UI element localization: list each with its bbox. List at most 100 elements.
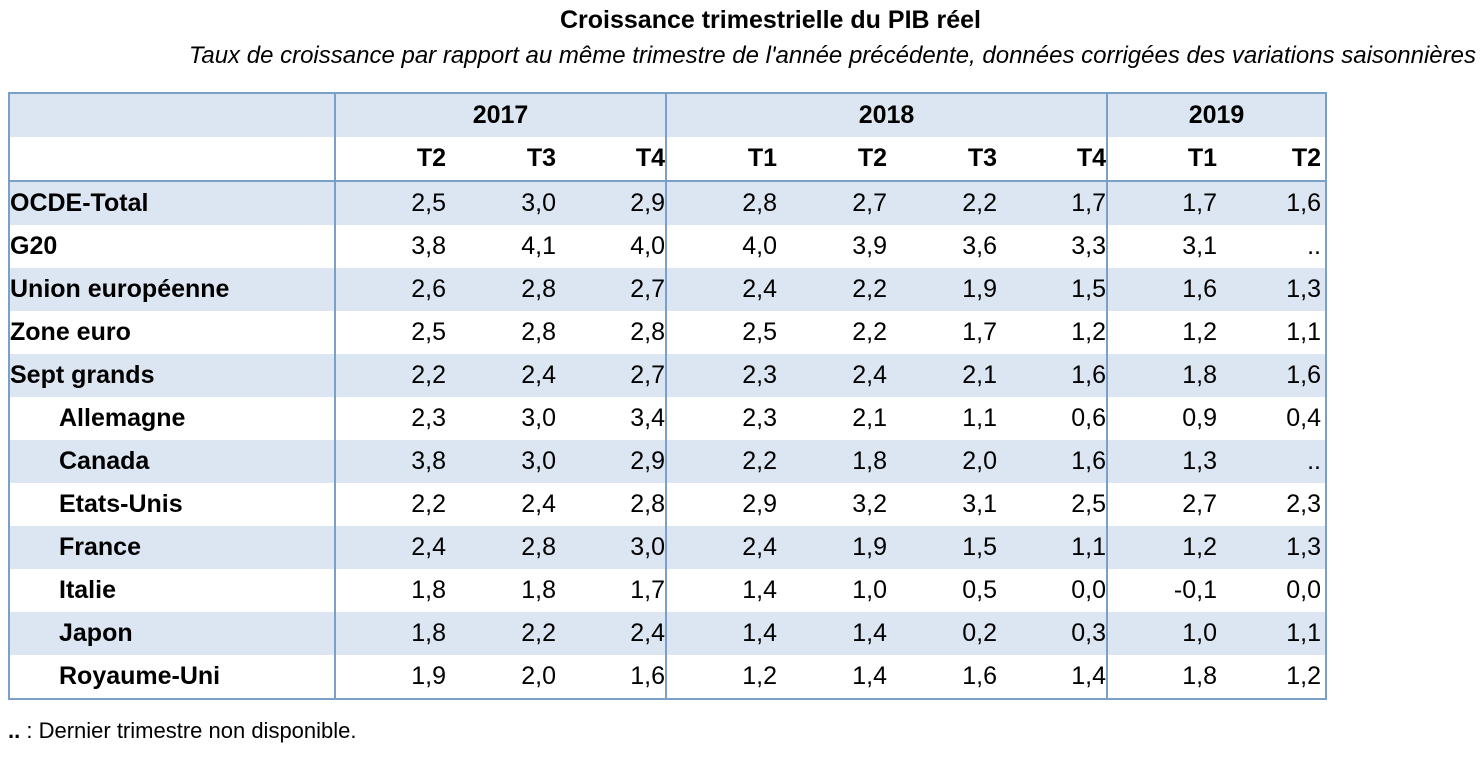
- quarter-header: T3: [446, 137, 556, 182]
- value-cell: 3,0: [521, 404, 556, 432]
- value-cell: 2,8: [665, 181, 778, 225]
- value-cell: 3,0: [556, 526, 667, 569]
- row-label: Italie: [9, 569, 336, 612]
- year-header-2017: 2017: [335, 93, 667, 137]
- value-cell: 2,1: [852, 404, 888, 432]
- value-cell: 2,5: [1071, 490, 1107, 518]
- value-cell: 1,1: [997, 526, 1108, 569]
- value-cell: 1,5: [997, 268, 1108, 311]
- value-cell: 1,1: [1286, 318, 1322, 346]
- value-cell: 2,5: [335, 181, 446, 225]
- value-cell: 2,8: [630, 318, 666, 346]
- value-cell: 1,2: [1106, 311, 1218, 354]
- value-cell: 2,4: [335, 526, 446, 569]
- value-cell: 1,4: [665, 612, 778, 655]
- value-cell: 1,9: [411, 662, 446, 690]
- value-cell: 3,1: [1106, 225, 1218, 268]
- row-label: Union européenne: [9, 268, 336, 311]
- value-cell: 2,2: [777, 268, 888, 311]
- value-cell: 2,3: [1286, 490, 1322, 518]
- year-header-2018: 2018: [665, 93, 1108, 137]
- value-cell: 3,1: [962, 490, 998, 518]
- value-cell: 2,7: [556, 268, 667, 311]
- value-cell: 1,8: [521, 576, 556, 604]
- value-cell: 4,0: [665, 225, 778, 268]
- value-cell: 2,9: [665, 483, 778, 526]
- value-cell: 4,1: [521, 232, 556, 260]
- value-cell: 2,6: [335, 268, 446, 311]
- value-cell: 1,8: [1106, 655, 1218, 699]
- value-cell: 1,2: [665, 655, 778, 699]
- header-corner-cell: [9, 93, 336, 137]
- value-cell: 1,6: [997, 440, 1108, 483]
- value-cell: 2,2: [335, 354, 446, 397]
- value-cell: 3,0: [446, 181, 556, 225]
- value-cell: 1,7: [630, 576, 666, 604]
- value-cell: 1,6: [997, 354, 1108, 397]
- row-label: Royaume-Uni: [9, 655, 336, 699]
- value-cell: 1,7: [997, 181, 1108, 225]
- table-row: Royaume-Uni 1,9 2,0 1,6 1,2 1,4 1,6 1,4 1,8 1,2: [9, 655, 1326, 699]
- value-cell: 2,8: [630, 490, 666, 518]
- footnote-text: Dernier trimestre non disponible.: [38, 718, 357, 743]
- value-cell: 1,3: [1217, 526, 1327, 569]
- value-cell: 2,4: [777, 354, 888, 397]
- value-cell: 3,8: [411, 232, 446, 260]
- value-cell: 2,2: [852, 318, 888, 346]
- value-cell: 2,9: [556, 181, 667, 225]
- value-cell: 0,9: [1106, 397, 1218, 440]
- table-row: Italie 1,8 1,8 1,7 1,4 1,0 0,5 0,0 -0,1 0,0: [9, 569, 1326, 612]
- value-cell: 1,7: [1106, 181, 1218, 225]
- value-cell: 1,8: [777, 440, 888, 483]
- value-cell: ..: [1307, 232, 1322, 260]
- row-label: Japon: [9, 612, 336, 655]
- value-cell: 2,2: [887, 181, 998, 225]
- row-label: Zone euro: [9, 311, 336, 354]
- row-label: Etats-Unis: [9, 483, 336, 526]
- table-row: Canada 3,8 3,0 2,9 2,2 1,8 2,0 1,6 1,3..: [9, 440, 1327, 483]
- quarter-header-row: T2 T3 T4 T1 T2 T3 T4 T1 T2: [9, 137, 1327, 182]
- table-row: Union européenne 2,6 2,8 2,7 2,4 2,2 1,9 1,5 1,6…: [9, 268, 1327, 311]
- value-cell: 1,4: [1071, 662, 1107, 690]
- row-label: G20: [9, 225, 336, 268]
- value-cell: 0,6: [1071, 404, 1107, 432]
- quarter-header: T1: [665, 137, 778, 182]
- value-cell: -0,1: [1106, 569, 1218, 612]
- value-cell: 1,0: [1106, 612, 1218, 655]
- value-cell: 0,5: [962, 576, 998, 604]
- value-cell: 2,9: [556, 440, 667, 483]
- value-cell: 2,3: [411, 404, 446, 432]
- value-cell: 1,8: [335, 612, 446, 655]
- value-cell: 2,8: [521, 318, 556, 346]
- value-cell: 0,2: [887, 612, 998, 655]
- value-cell: ..: [1217, 440, 1327, 483]
- value-cell: 2,2: [665, 440, 778, 483]
- value-cell: 1,6: [1217, 354, 1327, 397]
- value-cell: 3,9: [852, 232, 888, 260]
- value-cell: 1,3: [1106, 440, 1218, 483]
- table-row: Allemagne 2,3 3,0 3,4 2,3 2,1 1,1 0,6 0,9 0,4: [9, 397, 1326, 440]
- table-row: G20 3,8 4,1 4,0 4,0 3,9 3,6 3,3 3,1..: [9, 225, 1326, 268]
- value-cell: 2,4: [665, 526, 778, 569]
- table-row: Zone euro 2,5 2,8 2,8 2,5 2,2 1,7 1,2 1,2 1,1: [9, 311, 1326, 354]
- row-label: Sept grands: [9, 354, 336, 397]
- value-cell: 2,4: [556, 612, 667, 655]
- value-cell: 2,4: [665, 268, 778, 311]
- value-cell: 2,8: [446, 526, 556, 569]
- value-cell: 2,1: [887, 354, 998, 397]
- value-cell: 0,0: [1286, 576, 1322, 604]
- value-cell: 1,5: [887, 526, 998, 569]
- value-cell: 2,2: [411, 490, 446, 518]
- quarter-header: T4: [997, 137, 1108, 182]
- value-cell: 1,6: [962, 662, 998, 690]
- value-cell: 1,0: [852, 576, 888, 604]
- value-cell: 3,6: [962, 232, 998, 260]
- value-cell: 2,3: [665, 397, 778, 440]
- value-cell: 1,8: [411, 576, 446, 604]
- value-cell: 4,0: [630, 232, 666, 260]
- value-cell: 2,7: [777, 181, 888, 225]
- footnote-separator: :: [20, 718, 39, 743]
- table-row: France 2,4 2,8 3,0 2,4 1,9 1,5 1,1 1,2 1,3: [9, 526, 1327, 569]
- footnote-symbol: ..: [8, 718, 21, 743]
- quarter-header: T2: [1217, 137, 1327, 182]
